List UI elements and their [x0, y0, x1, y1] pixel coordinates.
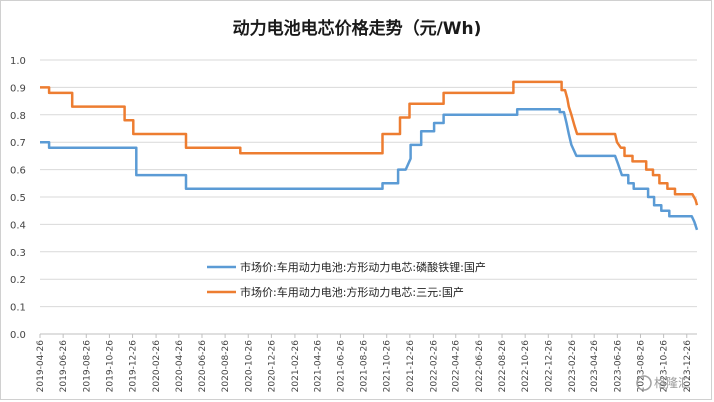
series-line: [40, 80, 699, 206]
y-tick-label: 0.2: [10, 275, 26, 286]
series-lines: [40, 80, 699, 231]
y-tick-label: 0.4: [10, 220, 26, 231]
x-tick-label: 2020-12-26: [267, 340, 277, 393]
watermark-logo-icon: [636, 375, 652, 391]
legend: 市场价:车用动力电池:方形动力电芯:磷酸铁锂:国产市场价:车用动力电池:方形动力…: [207, 260, 486, 299]
x-tick-label: 2019-10-26: [105, 340, 115, 393]
gridlines: [40, 59, 697, 308]
y-tick-label: 0.0: [10, 330, 26, 341]
x-tick-label: 2022-06-26: [475, 340, 485, 393]
y-tick-label: 0.8: [10, 111, 26, 122]
x-tick-label: 2021-06-26: [336, 340, 346, 393]
y-tick-label: 1.0: [10, 56, 26, 67]
x-axis-ticks: 2019-04-26 2019-06-26 2019-08-26 2019-10-26…: [36, 334, 693, 392]
x-tick-label: 2020-06-26: [198, 340, 208, 393]
legend-label: 市场价:车用动力电池:方形动力电芯:磷酸铁锂:国产: [240, 260, 486, 274]
x-tick-label: 2019-12-26: [129, 340, 139, 393]
x-tick-label: 2020-10-26: [244, 340, 254, 393]
x-tick-label: 2023-06-26: [613, 340, 623, 393]
y-tick-label: 0.5: [10, 193, 26, 204]
series-line: [40, 108, 699, 231]
x-tick-label: 2023-10-26: [660, 340, 670, 393]
y-tick-label: 0.9: [10, 83, 26, 94]
x-tick-label: 2019-06-26: [59, 340, 69, 393]
x-tick-label: 2022-10-26: [521, 340, 531, 393]
x-tick-label: 2019-04-26: [36, 340, 46, 393]
watermark: 格隆汇: [636, 375, 690, 391]
x-tick-label: 2023-12-26: [683, 340, 693, 393]
x-tick-label: 2022-12-26: [544, 340, 554, 393]
x-tick-label: 2023-02-26: [568, 340, 578, 393]
x-tick-label: 2023-08-26: [636, 340, 646, 393]
y-tick-label: 0.7: [10, 138, 26, 149]
x-tick-label: 2020-04-26: [175, 340, 185, 393]
x-tick-label: 2022-08-26: [498, 340, 508, 393]
y-axis-ticks: 0.0 0.1 0.2 0.3 0.4 0.5 0.6 0.7 0.8 0.9 1.0: [10, 56, 26, 341]
x-tick-label: 2021-08-26: [360, 340, 370, 393]
legend-label: 市场价:车用动力电池:方形动力电芯:三元:国产: [240, 285, 464, 299]
y-tick-label: 0.1: [10, 303, 26, 314]
x-tick-label: 2023-04-26: [590, 340, 600, 393]
watermark-text: 格隆汇: [654, 375, 690, 390]
chart-title: 动力电池电芯价格走势（元/Wh): [232, 19, 482, 39]
y-tick-label: 0.6: [10, 166, 26, 177]
x-tick-label: 2021-10-26: [383, 340, 393, 393]
x-tick-label: 2021-02-26: [291, 340, 301, 393]
x-tick-label: 2019-08-26: [82, 340, 92, 393]
x-tick-label: 2021-04-26: [313, 340, 323, 393]
x-tick-label: 2021-12-26: [406, 340, 416, 393]
y-tick-label: 0.3: [10, 248, 26, 259]
x-tick-label: 2020-08-26: [221, 340, 231, 393]
x-tick-label: 2022-04-26: [452, 340, 462, 393]
x-tick-label: 2022-02-26: [429, 340, 439, 393]
x-tick-label: 2020-02-26: [152, 340, 162, 393]
